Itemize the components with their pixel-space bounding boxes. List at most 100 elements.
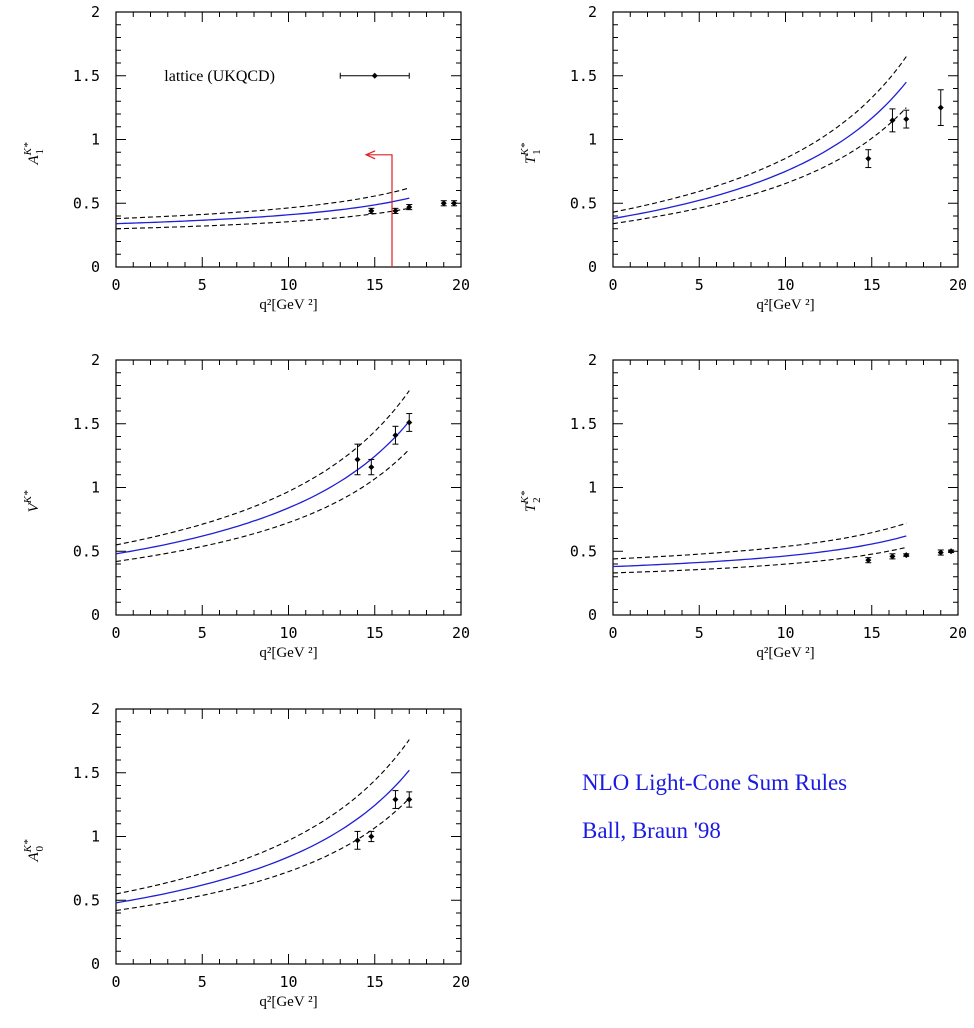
data-point: [368, 833, 375, 840]
y-tick-label: 0.5: [570, 542, 597, 560]
x-axis-label: q²[GeV ²]: [259, 297, 317, 313]
panel-v: 0 5 10 15 20 0 0.5 1 1.5 2 q²[GeV ²] VK*: [22, 351, 470, 661]
data-point: [937, 549, 944, 556]
x-tick-label: 5: [695, 624, 704, 642]
x-axis-label: q²[GeV ²]: [756, 297, 814, 313]
y-tick-label: 0: [588, 606, 597, 624]
x-tick-label: 10: [776, 624, 794, 642]
panel-t2: 0 5 10 15 20 0 0.5 1 1.5 2 q²[GeV ²] TK*2: [519, 351, 967, 661]
x-tick-label: 10: [279, 624, 297, 642]
central-curve: [612, 535, 907, 568]
x-tick-label: 0: [111, 973, 120, 991]
x-tick-label: 0: [111, 276, 120, 294]
data-point: [903, 552, 910, 559]
data-point: [368, 207, 375, 214]
data-point: [392, 796, 399, 803]
upper-bound-curve: [115, 739, 410, 895]
data-point: [392, 432, 399, 439]
x-tick-label: 20: [949, 276, 967, 294]
y-tick-label: 2: [91, 700, 100, 718]
y-tick-label: 2: [588, 351, 597, 369]
lower-bound-curve: [612, 107, 907, 225]
y-tick-label: 0: [91, 258, 100, 276]
y-tick-label: 1: [91, 479, 100, 497]
data-point: [948, 548, 955, 555]
x-tick-label: 0: [111, 624, 120, 642]
panel-t1: 0 5 10 15 20 0 0.5 1 1.5 2 q²[GeV ²] TK*1: [519, 3, 967, 313]
x-tick-label: 5: [198, 276, 207, 294]
x-tick-label: 20: [949, 624, 967, 642]
x-tick-label: 5: [695, 276, 704, 294]
x-tick-label: 5: [198, 973, 207, 991]
y-axis-label: AK*1: [22, 142, 46, 166]
y-tick-label: 0.5: [570, 194, 597, 212]
y-axis-label: TK*1: [519, 142, 543, 164]
x-axis-label: q²[GeV ²]: [259, 994, 317, 1010]
upper-bound-curve: [115, 187, 410, 220]
x-tick-label: 0: [608, 276, 617, 294]
data-point: [451, 200, 458, 207]
x-tick-label: 15: [366, 276, 384, 294]
x-axis-label: q²[GeV ²]: [756, 645, 814, 661]
data-point: [392, 207, 399, 214]
data-point: [406, 204, 413, 211]
y-tick-label: 0.5: [73, 194, 100, 212]
arrow-head-icon: [364, 150, 376, 160]
plot-frame: [115, 708, 462, 965]
upper-bound-curve: [612, 56, 907, 213]
data-point: [865, 155, 872, 162]
y-tick-label: 0: [91, 606, 100, 624]
lower-bound-curve: [115, 448, 410, 563]
data-point: [889, 553, 896, 560]
central-curve: [115, 420, 410, 555]
y-tick-label: 1.5: [73, 764, 100, 782]
plot-frame: [612, 11, 959, 268]
data-point: [903, 116, 910, 123]
lower-bound-curve: [115, 797, 410, 912]
plot-frame: [612, 359, 959, 616]
y-axis-label: VK*: [22, 490, 42, 513]
y-tick-label: 2: [588, 3, 597, 21]
x-tick-label: 20: [452, 624, 470, 642]
x-tick-label: 20: [452, 973, 470, 991]
panel-a0: 0 5 10 15 20 0 0.5 1 1.5 2 q²[GeV ²] AK*0: [22, 700, 470, 1010]
arrow-shaft: [366, 154, 393, 267]
data-point: [406, 796, 413, 803]
y-axis-label: AK*0: [22, 839, 46, 863]
y-tick-label: 1.5: [73, 415, 100, 433]
y-tick-label: 0.5: [73, 891, 100, 909]
lower-bound-curve: [115, 207, 410, 230]
caption-line-2: Ball, Braun '98: [582, 818, 721, 843]
x-axis-label: q²[GeV ²]: [259, 645, 317, 661]
y-tick-label: 1.5: [570, 415, 597, 433]
y-tick-label: 1.5: [570, 67, 597, 85]
x-tick-label: 10: [776, 276, 794, 294]
y-tick-label: 0: [91, 955, 100, 973]
data-point: [406, 419, 413, 426]
y-tick-label: 1: [91, 828, 100, 846]
x-tick-label: 15: [863, 624, 881, 642]
y-tick-label: 0.5: [73, 542, 100, 560]
data-point: [354, 837, 361, 844]
central-curve: [115, 769, 410, 904]
x-tick-label: 10: [279, 973, 297, 991]
y-tick-label: 2: [91, 351, 100, 369]
x-tick-label: 15: [366, 973, 384, 991]
upper-bound-curve: [115, 390, 410, 546]
data-point: [354, 456, 361, 463]
panel-a1: 0 5 10 15 20 0 0.5 1 1.5 2 q²[GeV ²] AK*1 lattice (U…: [22, 3, 470, 313]
data-point: [368, 464, 375, 471]
central-curve: [115, 197, 410, 225]
x-tick-label: 15: [366, 624, 384, 642]
y-axis-label: TK*2: [519, 490, 543, 512]
y-tick-label: 1: [588, 479, 597, 497]
central-curve: [612, 81, 907, 220]
y-tick-label: 1: [588, 131, 597, 149]
y-tick-label: 1: [91, 131, 100, 149]
caption-line-1: NLO Light-Cone Sum Rules: [582, 770, 848, 795]
upper-bound-curve: [612, 522, 907, 560]
x-tick-label: 5: [198, 624, 207, 642]
data-point: [865, 557, 872, 564]
data-point: [889, 117, 896, 124]
